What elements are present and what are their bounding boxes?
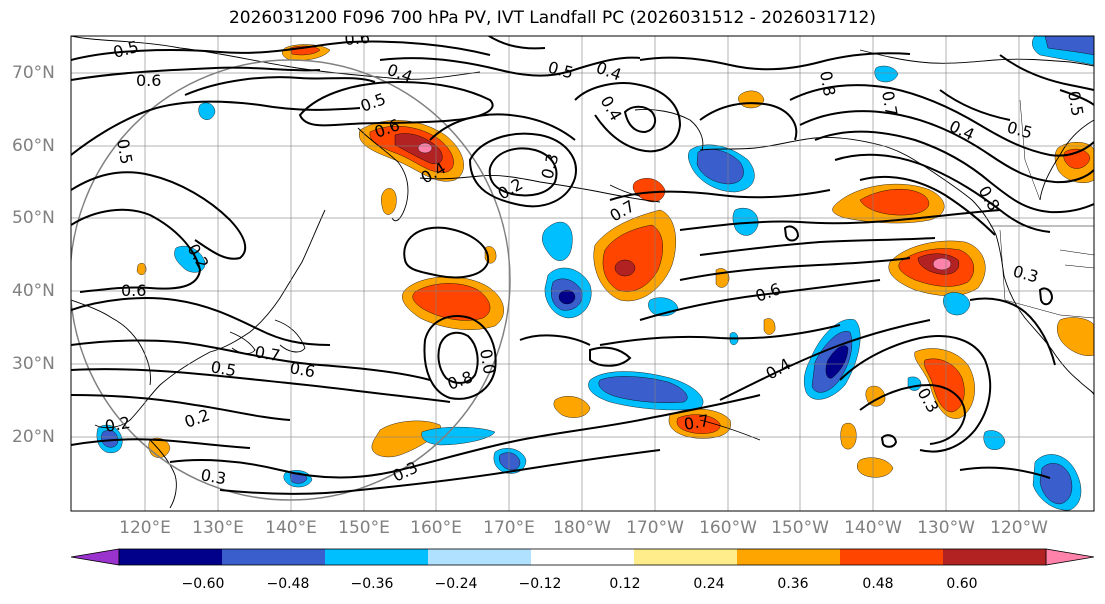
colorbar-tick-label: −0.48: [266, 576, 310, 592]
contour-label: 0.7: [253, 342, 281, 365]
contour-label: 0.0: [476, 347, 499, 375]
contour-label: 0.6: [136, 71, 161, 90]
colorbar-segment: [428, 549, 532, 565]
colorbar: [70, 548, 1095, 566]
map-frame: [70, 35, 1095, 512]
contour-label: 0.2: [103, 413, 131, 436]
lat-label: 60°N: [12, 136, 55, 156]
colorbar-segment: [737, 549, 841, 565]
colorbar-segment: [840, 549, 944, 565]
colorbar-segment: [222, 549, 326, 565]
contour-label: 0.6: [121, 281, 146, 300]
lon-label: 180°W: [553, 518, 611, 538]
contour-label: 0.5: [1064, 89, 1087, 117]
colorbar-tick-label: −0.60: [181, 576, 225, 592]
map-title: 2026031200 F096 700 hPa PV, IVT Landfall…: [228, 8, 876, 28]
coastlines: [71, 36, 1094, 509]
contour-label: 0.6: [288, 358, 316, 381]
lon-label: 140°W: [844, 518, 902, 538]
colorbar-tick-label: −0.12: [518, 576, 562, 592]
lon-label: 120°E: [119, 518, 171, 538]
colorbar-tick-label: 0.48: [862, 576, 894, 592]
colorbar-tick-label: −0.36: [350, 576, 394, 592]
colorbar-tick-label: 0.12: [609, 576, 641, 592]
pv-contours: [71, 36, 1094, 495]
contour-label: 0.6: [344, 28, 371, 49]
landfall-region-circle: [71, 59, 511, 501]
map-plot-area: 0.6 0.6 0.5 0.4 0.5 0.4 0.5 0.5 0.6 0.4 …: [71, 28, 1094, 511]
lon-label: 160°W: [699, 518, 757, 538]
colorbar-segment: [634, 549, 738, 565]
lon-label: 150°E: [338, 518, 390, 538]
lon-label: 120°W: [990, 518, 1048, 538]
lat-label: 50°N: [12, 208, 55, 228]
colorbar-left-arrow: [70, 548, 120, 566]
colorbar-segment: [119, 549, 223, 565]
contour-labels: 0.6 0.6 0.5 0.4 0.5 0.4 0.5 0.5 0.6 0.4 …: [103, 28, 1087, 488]
contour-label: 0.7: [878, 89, 901, 117]
colorbar-segment: [943, 549, 1047, 565]
lon-label: 150°W: [771, 518, 829, 538]
contour-label: 0.8: [816, 69, 839, 97]
contour-label: 0.5: [113, 137, 136, 165]
colorbar-tick-label: 0.60: [946, 576, 978, 592]
colorbar-segment: [325, 549, 429, 565]
shaded-anomaly-fields: [96, 36, 1094, 511]
lon-label: 170°W: [626, 518, 684, 538]
colorbar-right-arrow: [1045, 548, 1095, 566]
lon-label: 130°E: [192, 518, 244, 538]
lat-label: 30°N: [12, 354, 55, 374]
contour-label: 0.3: [199, 465, 227, 488]
lon-label: 140°E: [265, 518, 317, 538]
contour-label: 0.7: [682, 411, 710, 434]
colorbar-segment: [531, 549, 635, 565]
borders: [990, 99, 1094, 319]
lat-label: 70°N: [12, 63, 55, 83]
colorbar-tick-label: −0.24: [434, 576, 478, 592]
lon-label: 160°E: [410, 518, 462, 538]
lat-label: 20°N: [12, 427, 55, 447]
colorbar-tick-label: 0.36: [777, 576, 809, 592]
lat-label: 40°N: [12, 281, 55, 301]
lon-label: 170°E: [483, 518, 535, 538]
colorbar-tick-label: 0.24: [693, 576, 725, 592]
lon-label: 130°W: [917, 518, 975, 538]
contour-label: 0.5: [209, 357, 237, 380]
colorbar-frame: [118, 548, 1047, 566]
